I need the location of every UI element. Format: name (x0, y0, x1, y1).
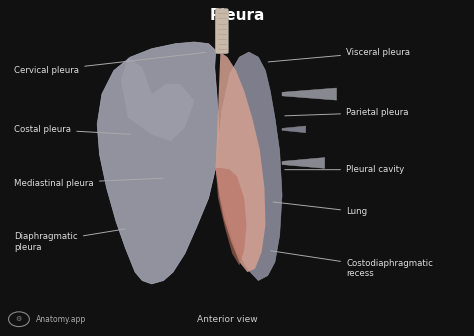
Polygon shape (121, 57, 194, 141)
Polygon shape (282, 126, 306, 133)
Text: Diaphragmatic
pleura: Diaphragmatic pleura (14, 229, 125, 252)
Polygon shape (97, 42, 219, 284)
Text: Pleural cavity: Pleural cavity (285, 165, 404, 174)
Text: Parietal pleura: Parietal pleura (285, 108, 409, 117)
Text: Costodiaphragmatic
recess: Costodiaphragmatic recess (271, 251, 433, 279)
Polygon shape (216, 168, 246, 265)
Text: Costal pleura: Costal pleura (14, 125, 130, 134)
Text: Visceral pleura: Visceral pleura (268, 48, 410, 62)
Text: Pleura: Pleura (210, 8, 264, 24)
Polygon shape (216, 52, 282, 281)
Text: Anterior view: Anterior view (197, 315, 258, 324)
Polygon shape (282, 158, 325, 168)
Text: Lung: Lung (273, 202, 367, 216)
FancyBboxPatch shape (215, 8, 228, 54)
Text: Cervical pleura: Cervical pleura (14, 52, 206, 75)
Text: Mediastinal pleura: Mediastinal pleura (14, 178, 163, 187)
Text: ⚙: ⚙ (16, 316, 22, 322)
Polygon shape (216, 52, 265, 272)
Polygon shape (282, 88, 337, 100)
Text: Anatomy.app: Anatomy.app (36, 315, 86, 324)
